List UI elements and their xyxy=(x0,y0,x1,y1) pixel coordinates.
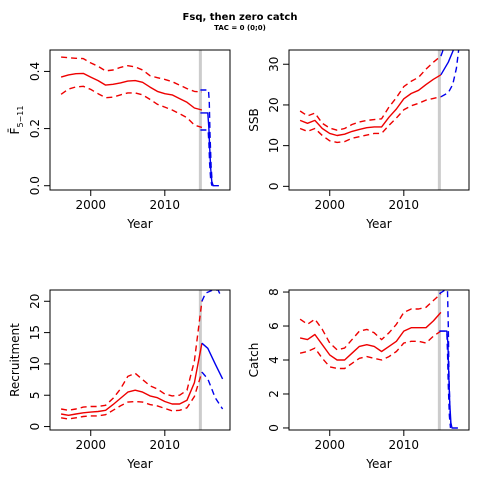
recruitment-historical-median-line xyxy=(60,343,203,416)
catch-y-tick-label: 8 xyxy=(267,288,281,296)
fbar-y-axis-label-subscript: 5−11 xyxy=(16,106,25,128)
recruitment-historical-upper-line xyxy=(60,301,203,411)
ssb-historical-median-line xyxy=(299,74,442,137)
catch-y-tick-label: 4 xyxy=(267,356,281,364)
fbar-x-tick-label: 2010 xyxy=(150,198,181,212)
recruitment-x-tick-label: 2010 xyxy=(150,438,181,452)
ssb-x-axis-label: Year xyxy=(365,217,391,231)
fbar-y-axis-label-main: F̄ xyxy=(8,127,22,134)
fbar-y-tick-label: 0.0 xyxy=(28,176,42,195)
catch-historical-upper-line xyxy=(299,293,442,351)
ssb-y-tick-label: 20 xyxy=(267,97,281,112)
fbar-historical-median-line xyxy=(60,72,203,111)
catch-y-tick-label: 0 xyxy=(267,424,281,432)
fbar-panel: 2000 2010 0.0 0.2 0.4 Year F̄5−11 xyxy=(8,49,231,231)
recruitment-y-tick-label: 0 xyxy=(28,423,42,431)
figure-title: Fsq, then zero catch xyxy=(183,12,298,23)
ssb-y-tick-label: 30 xyxy=(267,57,281,72)
recruitment-projection-lower-line xyxy=(201,371,224,410)
ssb-panel: 2000 2010 0 10 20 30 Year SSB xyxy=(247,49,470,231)
fbar-historical-upper-line xyxy=(61,56,202,93)
ssb-y-axis-label: SSB xyxy=(247,108,261,131)
recruitment-series-group xyxy=(60,290,224,420)
catch-y-tick-label: 2 xyxy=(267,390,281,398)
fbar-series-group xyxy=(60,56,219,187)
fbar-projection-lower-line xyxy=(200,129,213,186)
catch-historical-lower-line xyxy=(299,330,442,370)
ssb-y-axis-label-main: SSB xyxy=(247,108,261,131)
fbar-projection-upper-line xyxy=(200,89,214,186)
ssb-y-tick-label: 0 xyxy=(267,183,281,191)
recruitment-y-tick-label: 15 xyxy=(28,325,42,340)
recruitment-y-axis-label: Recruitment xyxy=(8,323,22,397)
recruitment-y-axis-label-main: Recruitment xyxy=(8,323,22,397)
ssb-x-tick-label: 2010 xyxy=(389,198,420,212)
ssb-historical-lower-line xyxy=(299,96,442,144)
ssb-plot-frame xyxy=(288,49,470,191)
catch-x-tick-label: 2000 xyxy=(314,438,345,452)
catch-y-tick-label: 6 xyxy=(267,322,281,330)
ssb-historical-upper-line xyxy=(299,55,442,131)
catch-series-group xyxy=(299,290,458,429)
ssb-x-tick-label: 2000 xyxy=(314,198,345,212)
catch-projection-lower-line xyxy=(439,330,452,429)
fbar-x-axis-label: Year xyxy=(126,217,152,231)
figure-subtitle: TAC = 0 (0;0) xyxy=(214,24,266,32)
recruitment-projection-upper-line xyxy=(201,290,222,302)
recruitment-y-tick-label: 20 xyxy=(28,294,42,309)
catch-historical-median-line xyxy=(299,311,442,361)
catch-panel: 2000 2010 0 2 4 6 8 Year Catch xyxy=(247,288,470,471)
ssb-y-tick-label: 10 xyxy=(267,138,281,153)
fbar-x-tick-label: 2000 xyxy=(75,198,106,212)
fbar-historical-lower-line xyxy=(60,85,203,129)
ssb-projection-lower-line xyxy=(440,50,460,98)
recruitment-y-tick-label: 10 xyxy=(28,356,42,371)
ssb-projection-median-line xyxy=(440,50,455,76)
catch-y-axis-label: Catch xyxy=(247,343,261,378)
ssb-projection-upper-line xyxy=(440,50,444,57)
fbar-plot-frame xyxy=(49,49,231,191)
ssb-series-group xyxy=(299,50,460,144)
recruitment-x-tick-label: 2000 xyxy=(75,438,106,452)
recruitment-historical-lower-line xyxy=(60,371,203,420)
catch-x-tick-label: 2010 xyxy=(389,438,420,452)
catch-projection-upper-line xyxy=(439,290,452,429)
recruitment-panel: 2000 2010 0 5 10 15 20 Year Recruitment xyxy=(8,289,231,471)
recruitment-x-axis-label: Year xyxy=(126,457,152,471)
fbar-y-tick-label: 0.2 xyxy=(28,119,42,138)
fbar-y-axis-label: F̄5−11 xyxy=(8,106,25,135)
recruitment-y-tick-label: 5 xyxy=(28,391,42,399)
recruitment-projection-median-line xyxy=(201,342,224,380)
catch-x-axis-label: Year xyxy=(365,457,391,471)
catch-y-axis-label-main: Catch xyxy=(247,343,261,378)
fbar-y-tick-label: 0.4 xyxy=(28,62,42,81)
recruitment-plot-frame xyxy=(49,289,231,431)
